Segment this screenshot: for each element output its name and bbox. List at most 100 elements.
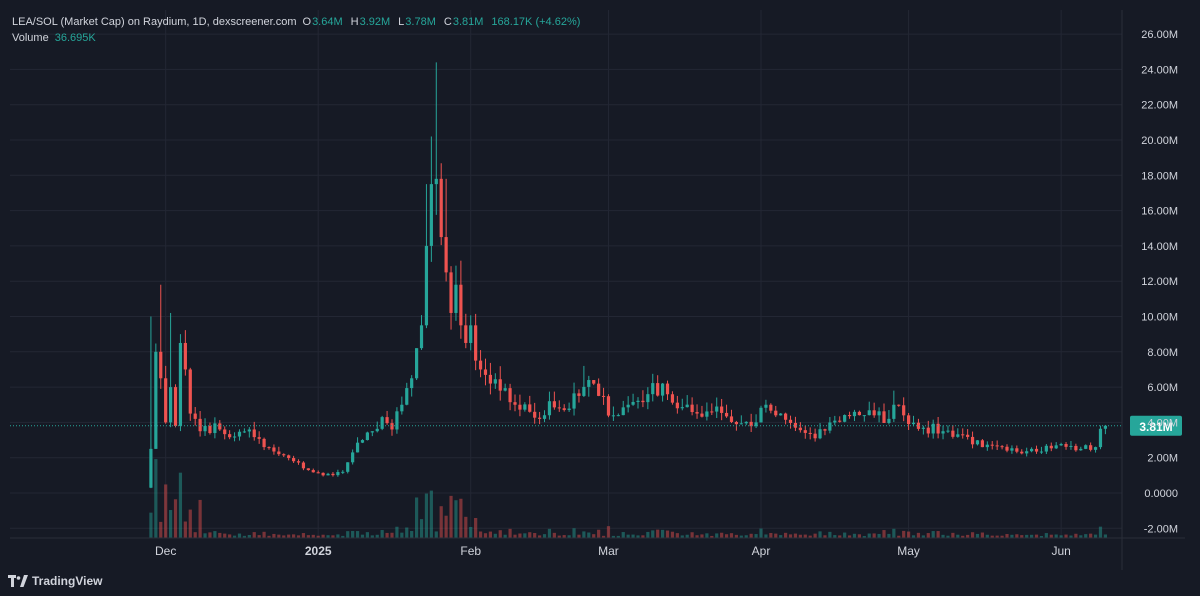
- volume-bar: [956, 534, 960, 538]
- volume-bar: [474, 518, 478, 538]
- volume-bar: [961, 535, 965, 538]
- candle-body: [547, 401, 552, 416]
- volume-bar: [542, 534, 547, 538]
- candle-body: [1054, 445, 1058, 449]
- candle-body: [449, 272, 453, 313]
- y-tick-label: 10.00M: [1141, 312, 1178, 324]
- candle-body: [439, 178, 443, 238]
- candle-body: [464, 325, 468, 343]
- volume-bar: [902, 530, 906, 538]
- candle-body: [218, 423, 222, 430]
- candle-body: [1020, 451, 1024, 454]
- candle-body: [572, 393, 576, 409]
- candle-body: [916, 422, 921, 429]
- volume-bar: [351, 530, 355, 538]
- volume-bar: [444, 515, 448, 538]
- candle-body: [292, 458, 296, 462]
- candle-body: [154, 351, 158, 449]
- volume-bar: [419, 519, 424, 538]
- candle-body: [661, 383, 665, 396]
- volume-bar: [439, 506, 443, 538]
- volume-bar: [749, 533, 753, 538]
- candle-body: [951, 430, 955, 437]
- last-price-line: 3.81M: [10, 415, 1182, 436]
- candle-body: [478, 360, 483, 370]
- candles: [149, 62, 1107, 489]
- candle-body: [705, 411, 709, 417]
- volume-bar: [375, 534, 379, 538]
- candle-body: [1079, 448, 1083, 451]
- x-tick-label: Apr: [752, 544, 771, 558]
- candle-body: [690, 404, 694, 413]
- volume-bar: [296, 535, 301, 538]
- candle-body: [282, 454, 286, 456]
- candle-body: [247, 429, 251, 432]
- candle-body: [926, 427, 930, 434]
- candle-body: [857, 411, 861, 416]
- volume-bar: [395, 526, 399, 538]
- volume-bar: [503, 534, 507, 538]
- volume-bar: [385, 532, 389, 538]
- candle-body: [975, 440, 980, 445]
- candle-body: [1025, 451, 1029, 454]
- volume-bar: [287, 534, 291, 538]
- volume-bar: [611, 535, 615, 538]
- volume-bar: [877, 533, 881, 538]
- volume-bar: [636, 535, 640, 538]
- last-price-tag: [1130, 415, 1182, 436]
- candle-body: [818, 429, 822, 439]
- candle-body: [784, 413, 788, 420]
- candle-body: [902, 405, 906, 416]
- candle-body: [1015, 448, 1019, 452]
- candle-body: [729, 416, 734, 422]
- volume-bar: [478, 531, 483, 538]
- volume-bar: [926, 533, 930, 538]
- tradingview-brand[interactable]: TradingView: [8, 574, 102, 588]
- candle-body: [538, 417, 542, 419]
- candle-body: [557, 407, 561, 409]
- candle-body: [675, 402, 679, 409]
- volume-bar: [370, 535, 374, 538]
- candle-body: [803, 430, 807, 433]
- volume-bar: [1034, 534, 1039, 538]
- volume-bar: [223, 533, 227, 538]
- candle-body: [419, 325, 424, 349]
- symbol-title: LEA/SOL (Market Cap) on Raydium, 1D, dex…: [12, 16, 297, 28]
- candle-body: [1030, 448, 1034, 452]
- candle-body: [882, 411, 886, 423]
- volume-bar: [405, 527, 409, 538]
- candle-body: [360, 440, 365, 443]
- candle-body: [178, 342, 183, 426]
- candle-body: [636, 400, 640, 402]
- volume-bar: [675, 533, 679, 538]
- volume-bar: [665, 530, 670, 538]
- volume-bar: [513, 534, 517, 538]
- candle-body: [518, 404, 522, 410]
- candle-body: [567, 408, 571, 411]
- candle-body: [739, 423, 743, 425]
- volume-bar: [838, 535, 842, 538]
- candle-body: [813, 433, 817, 439]
- volume-bar: [316, 535, 320, 538]
- volume-bar: [852, 533, 857, 538]
- volume-bar: [779, 535, 783, 538]
- high-key: H: [350, 16, 359, 28]
- volume-bar: [1074, 533, 1078, 538]
- open-value: 3.64M: [312, 16, 343, 28]
- volume-bar: [528, 532, 532, 538]
- change-value: 168.17K (+4.62%): [491, 16, 581, 28]
- candle-body: [823, 429, 827, 431]
- candle-body: [1089, 445, 1093, 450]
- candle-body: [562, 408, 566, 411]
- candle-body: [793, 422, 798, 428]
- volume-bar: [651, 530, 655, 538]
- volume-bar: [892, 528, 896, 538]
- volume-bar: [843, 532, 847, 538]
- candle-body: [498, 379, 502, 391]
- candle-body: [528, 404, 532, 412]
- volume-bar: [1059, 535, 1063, 538]
- volume-bar: [872, 533, 876, 538]
- candle-body: [301, 462, 306, 469]
- y-tick-label: -2.00M: [1144, 523, 1178, 535]
